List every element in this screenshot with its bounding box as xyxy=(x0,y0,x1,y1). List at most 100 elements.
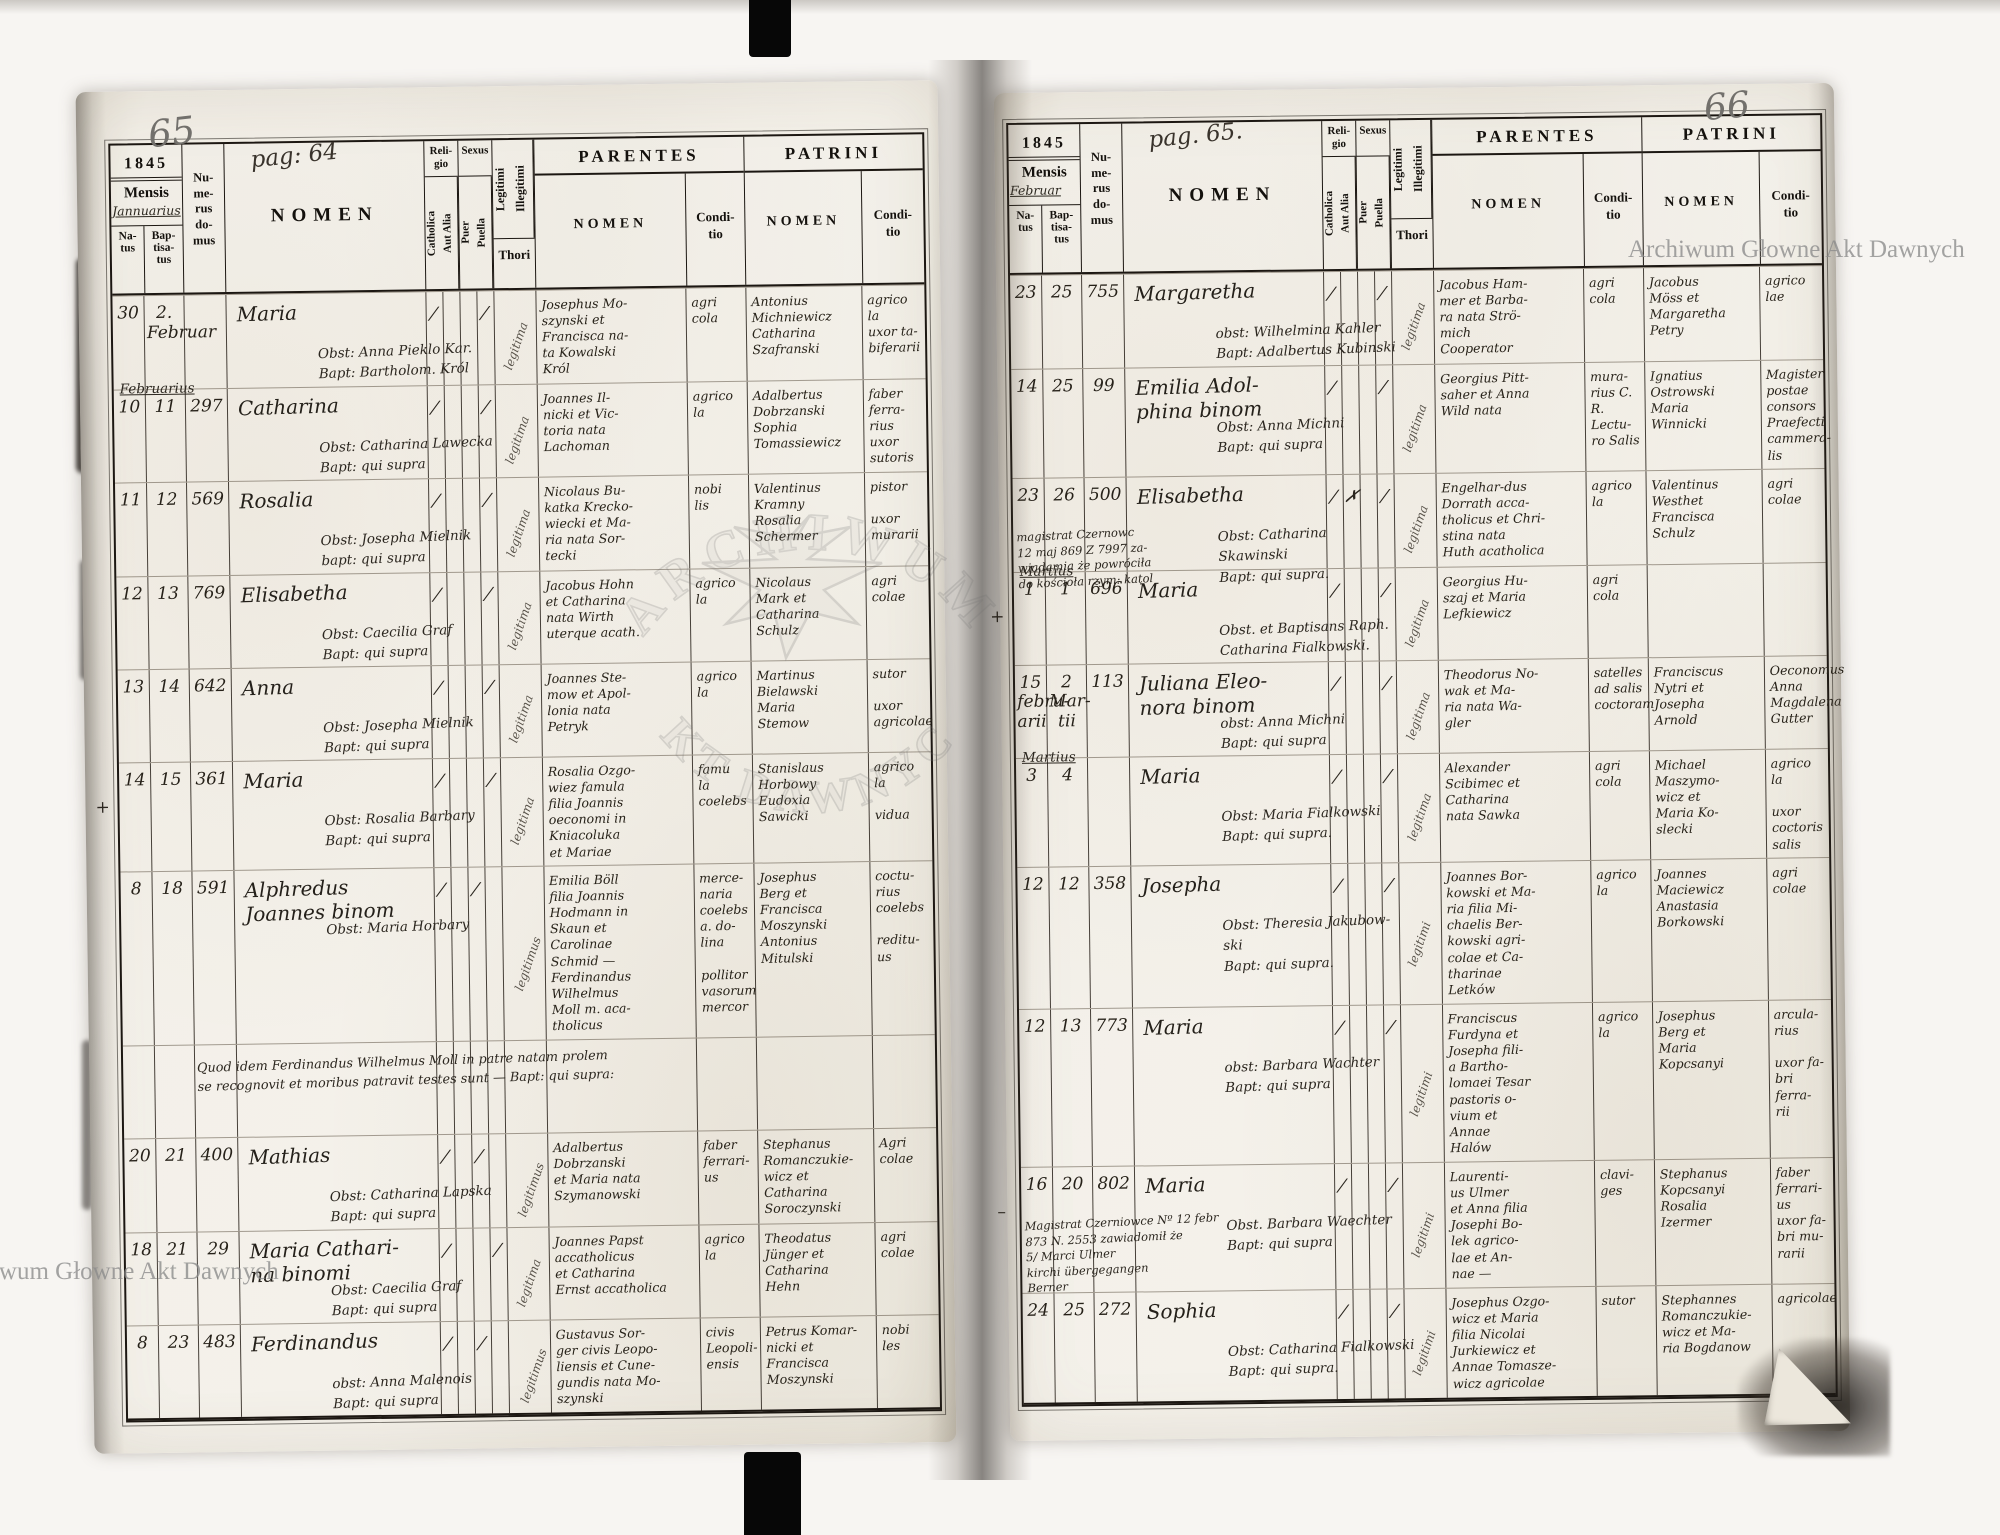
thori-label: Thori xyxy=(1391,217,1433,269)
baptisatus-value: 2 Mar- tii xyxy=(1049,672,1091,732)
baptism-name: Maria xyxy=(242,767,304,794)
patrini-nomen-value: Nicolaus Mark et Catharina Schulz xyxy=(755,573,820,639)
mensis-column-header: 1845 Mensis Februar Na- tus Bap- tisa- t… xyxy=(1008,124,1082,273)
parentes-label: PARENTES xyxy=(534,136,744,176)
baptisatus-value: 23 xyxy=(167,1332,190,1353)
parentes-conditio-value: agrico la xyxy=(696,667,738,700)
patrini-conditio-value: faber ferrari- us uxor fa- bri mu- rarii xyxy=(1775,1164,1827,1261)
patrini-conditio-cell: agri colae xyxy=(866,566,929,659)
numerus-domus-cell: 569 xyxy=(186,482,231,576)
register-row: obst: Wilhelmina Kahler Bapt: Adalbertus… xyxy=(1010,265,1824,369)
patrini-nomen-value: Martinus Bielawski Maria Stemow xyxy=(756,666,819,732)
numerus-domus-value: 591 xyxy=(196,878,230,899)
numerus-domus-value: 802 xyxy=(1097,1173,1130,1195)
year-label: 1845 xyxy=(1008,124,1080,162)
religio-column-header: Reli- gio Catholica Aut Alia xyxy=(1322,120,1358,270)
natus-value: 13 xyxy=(122,676,145,698)
catholica-label: Catholica xyxy=(425,210,438,256)
patrini-conditio-cell: agrico la uxor ta- biferarii xyxy=(862,285,925,378)
patrini-conditio-cell: faber ferra- rius uxor sutoris xyxy=(864,379,927,472)
parentes-conditio-value: faber ferrari- us xyxy=(702,1137,750,1186)
patrini-conditio-value: pistor uxor murarii xyxy=(869,478,919,543)
pencil-page-number: 66 xyxy=(1702,84,1752,130)
baptisatus-cell: 25 xyxy=(1042,275,1084,369)
parentes-conditio-cell: agrico la xyxy=(1586,471,1648,565)
baptism-name: Elisabetha xyxy=(1136,482,1245,510)
month-handwritten: Februar xyxy=(1009,182,1061,198)
numerus-domus-value: 29 xyxy=(207,1238,230,1260)
puella-tick: / xyxy=(479,303,490,324)
patrini-nomen-value: Petrus Komar- nicki et Francisca Moszyns… xyxy=(765,1321,858,1388)
catholica-tick: / xyxy=(436,880,447,901)
register-row: Obst: Maria Horbary 8 18 591 Alphredus J… xyxy=(120,860,935,1046)
patrini-conditio-cell: nobi les xyxy=(877,1315,940,1408)
puella-label: Puella xyxy=(474,176,494,289)
natus-value: 30 xyxy=(117,303,140,324)
baptisatus-value: 20 xyxy=(1061,1174,1084,1195)
parentes-conditio-cell: agrico la xyxy=(699,1224,761,1318)
nomen-label: NOMEN xyxy=(270,203,379,227)
natus-cell: 3 xyxy=(1015,758,1050,868)
baptisatus-value: 26 xyxy=(1053,485,1076,506)
numerus-domus-value: 358 xyxy=(1093,874,1127,895)
baptisatus-cell: 4 xyxy=(1047,757,1090,867)
numerus-domus-value: 769 xyxy=(192,582,226,604)
parentes-conditio-cell: agri cola xyxy=(1587,564,1649,658)
numerus-domus-cell: 297 xyxy=(185,388,229,482)
register-row: magistrat Czernowc 12 maj 869 Z 7997 za-… xyxy=(1012,468,1826,591)
patrini-conditio-label: Condi- tio xyxy=(860,170,925,284)
patrini-nomen-value: Adalbertus Dobrzanski Sophia Tomassiewic… xyxy=(752,386,842,451)
month-annotation: Martius xyxy=(1019,562,1074,580)
baptisatus-value: 12 xyxy=(1058,874,1080,895)
patrini-nomen-cell: Franciscus Nytri et Josepha Arnold xyxy=(1648,656,1766,750)
illegitimi-label: Illegitimi xyxy=(512,139,535,238)
pag-note-handwritten: pag. 65. xyxy=(1147,118,1244,154)
sexus-column-header: Sexus Puer Puella xyxy=(1356,120,1392,269)
numerus-domus-cell: 769 xyxy=(188,575,232,669)
patrini-column-header: PATRINI NOMEN Condi- tio xyxy=(744,134,925,284)
numerus-domus-cell: 358 xyxy=(1089,866,1133,1009)
baptisatus-value: 25 xyxy=(1063,1300,1086,1321)
parentes-conditio-cell: mura- rius C. R. Lectu- ro Salis xyxy=(1585,361,1647,472)
puella-tick: / xyxy=(1387,1175,1399,1196)
mensis-printed: Mensis xyxy=(1021,164,1067,181)
legitimi-value: legitimus xyxy=(512,935,544,994)
baptisatus-cell: 21 xyxy=(156,1138,198,1232)
baptisatus-value: 13 xyxy=(1059,1016,1082,1037)
patrini-nomen-cell: Michael Maszymo- wicz et Maria Ko- sleck… xyxy=(1649,749,1768,860)
patrini-nomen-cell xyxy=(1647,563,1765,657)
numerus-domus-label: Nu- me- rus do- mus xyxy=(1080,123,1124,273)
aut-alia-label: Aut Alia xyxy=(440,176,460,289)
patrini-conditio-cell: agrico lae xyxy=(1760,266,1823,359)
natus-cell: 12 xyxy=(116,576,150,670)
register-row: Obst: Theresia Jakubow- ski Bapt: qui su… xyxy=(1017,857,1831,1010)
catholica-tick: / xyxy=(1325,284,1337,305)
parentes-conditio-cell: famu la coelebs xyxy=(692,754,755,864)
catholica-tick: / xyxy=(442,1333,454,1355)
patrini-nomen-value: Valentinus Westhet Francisca Schulz xyxy=(1651,476,1719,542)
register-row: Obst: Josepha Mielnik Bapt: qui supra 13… xyxy=(117,657,933,763)
baptisatus-cell: 13 xyxy=(148,576,190,669)
nomen-cell: Alphredus Joannes binom xyxy=(234,868,437,1045)
baptisatus-cell: 15 xyxy=(150,762,193,872)
puella-tick: / xyxy=(1384,875,1395,896)
patrini-nomen-cell: Stephanus Romanczukie- wicz et Catharina… xyxy=(758,1129,876,1224)
page-edge-tear xyxy=(82,1040,92,1210)
legitimi-label: Legitimi xyxy=(492,167,508,211)
parentes-column-header: PARENTES NOMEN Condi- tio xyxy=(1432,117,1644,268)
numerus-domus-cell: 361 xyxy=(190,761,235,871)
parentes-conditio-value: agri cola xyxy=(1588,274,1616,307)
puella-tick: / xyxy=(484,676,495,698)
patrini-nomen-cell: Stanislaus Horbowy Eudoxia Sawicki xyxy=(752,752,871,863)
natus-value: 16 xyxy=(1025,1174,1048,1196)
parentes-conditio-value: merce- naria coelebs a. do- lina pollito… xyxy=(698,869,757,1015)
puer-tick: / xyxy=(473,1146,485,1168)
baptisatus-value: 14 xyxy=(158,676,181,697)
catholica-tick: / xyxy=(428,304,439,325)
natus-label: Na- tus xyxy=(1016,209,1035,234)
natus-cell: 24 xyxy=(1022,1293,1056,1403)
month-annotation: Martius xyxy=(1021,748,1076,766)
patrini-nomen-value: Joannes Maciewicz Anastasia Borkowski xyxy=(1656,865,1725,931)
puella-tick: / xyxy=(480,396,491,418)
natus-cell: 10 xyxy=(113,389,147,483)
